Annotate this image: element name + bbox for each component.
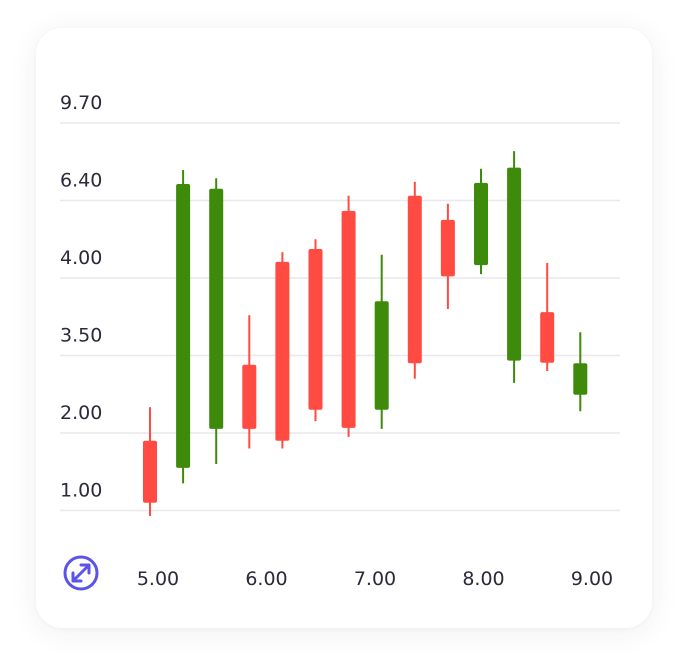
candle-body [143, 440, 157, 503]
candle [407, 181, 422, 379]
candle [374, 254, 389, 429]
candle-body [176, 184, 191, 468]
candle [573, 332, 588, 412]
y-tick-label: 4.00 [60, 247, 102, 269]
candle-body [407, 195, 422, 364]
candle-body [440, 219, 455, 277]
x-tick-label: 8.00 [462, 568, 504, 590]
candle [308, 239, 323, 422]
candles [143, 151, 588, 516]
candle-body [374, 301, 389, 410]
candle-body [573, 363, 588, 395]
candle [176, 169, 191, 484]
grid [60, 122, 620, 512]
chart-card: 9.70 6.40 4.00 3.50 2.00 1.00 5.00 6.00 7.00 8.0… [36, 28, 652, 628]
candle [143, 407, 157, 516]
y-tick-label: 2.00 [60, 402, 102, 424]
x-axis-tick-labels: 5.00 6.00 7.00 8.00 9.00 [137, 568, 613, 590]
candle-body [507, 167, 522, 361]
x-tick-label: 6.00 [245, 568, 287, 590]
y-tick-label: 3.50 [60, 325, 102, 347]
candle-body [242, 364, 257, 429]
candle-body [474, 182, 488, 266]
candle [209, 178, 224, 464]
candle-body [341, 210, 356, 428]
y-tick-label: 1.00 [60, 480, 102, 502]
candle [242, 315, 257, 449]
candlestick-chart: 9.70 6.40 4.00 3.50 2.00 1.00 5.00 6.00 7.00 8.0… [60, 92, 620, 591]
candle-body [275, 261, 290, 441]
candle [474, 168, 488, 275]
candle [507, 151, 522, 383]
candle-body [540, 312, 555, 363]
x-tick-label: 9.00 [571, 568, 613, 590]
candle [275, 252, 290, 449]
candle [341, 195, 356, 437]
y-tick-label: 9.70 [60, 92, 102, 114]
x-tick-label: 5.00 [137, 568, 179, 590]
y-tick-label: 6.40 [60, 170, 102, 192]
x-tick-label: 7.00 [354, 568, 396, 590]
candle [540, 262, 555, 371]
candle [440, 203, 455, 309]
candle-body [308, 248, 323, 410]
y-axis-tick-labels: 9.70 6.40 4.00 3.50 2.00 1.00 [60, 92, 102, 502]
candle-body [209, 188, 224, 429]
expand-arrows-icon[interactable] [63, 555, 99, 591]
